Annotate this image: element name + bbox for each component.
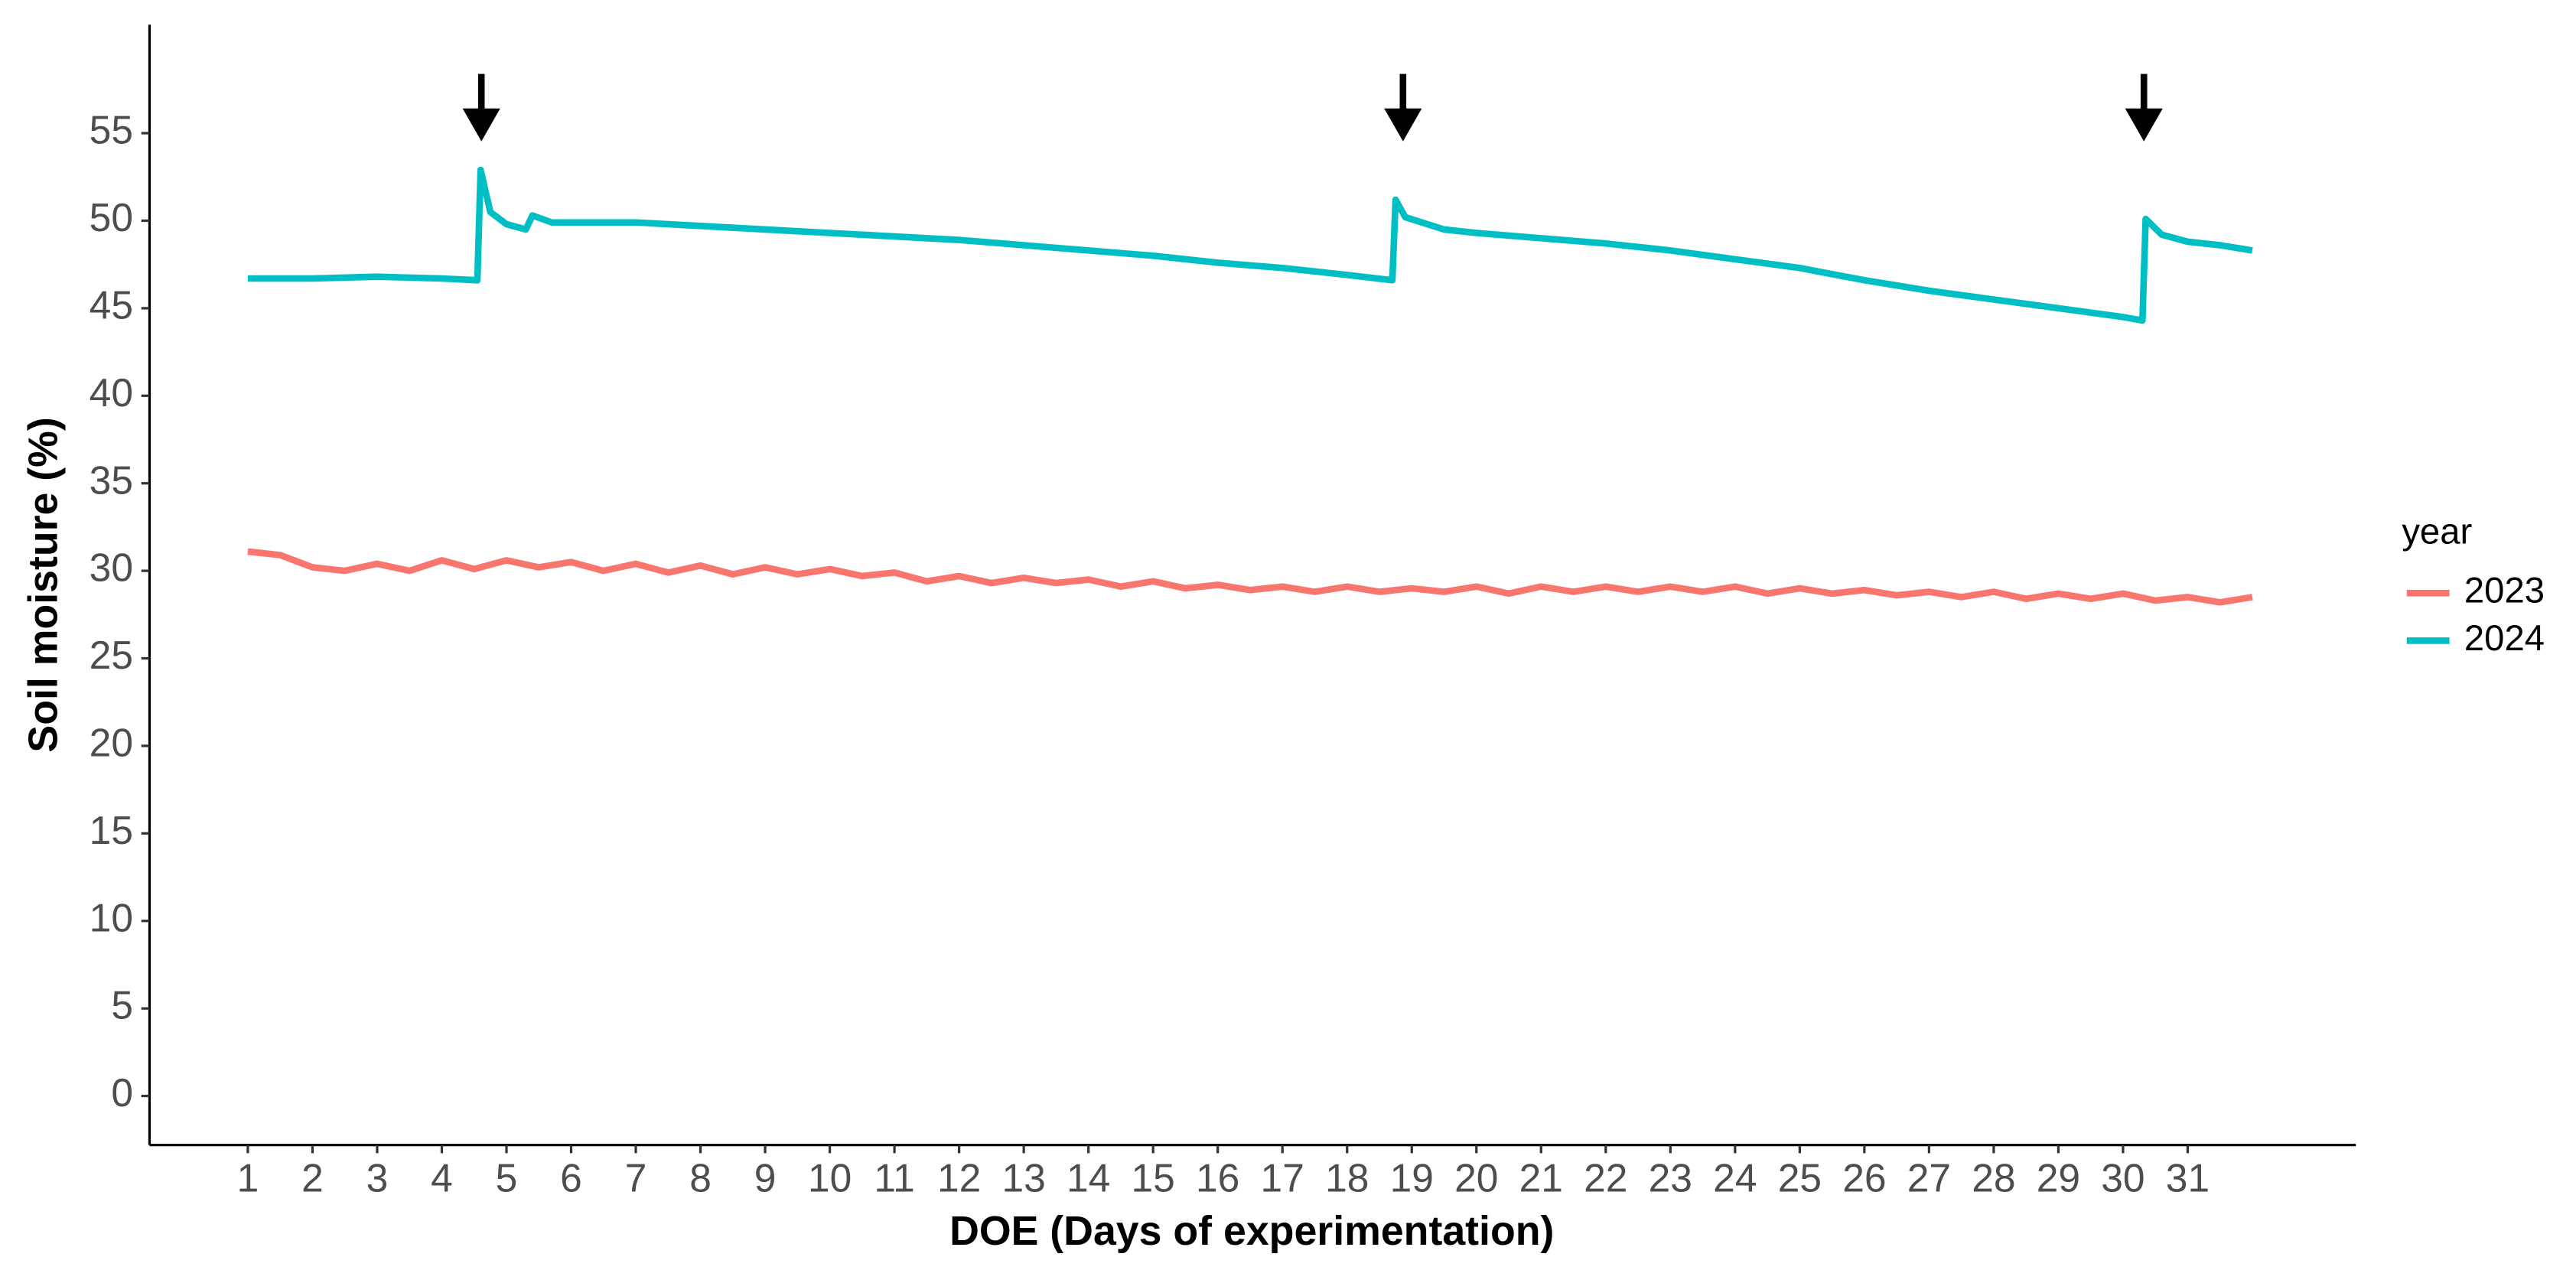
x-tick-label: 16 [1196, 1155, 1239, 1200]
legend-label: 2024 [2464, 618, 2545, 659]
y-tick-label: 25 [90, 633, 133, 677]
legend-label: 2023 [2464, 571, 2545, 611]
legend-title: year [2402, 511, 2472, 552]
x-tick-label: 1 [237, 1155, 259, 1200]
series-line [247, 548, 2253, 606]
x-tick-label: 2 [301, 1155, 324, 1200]
x-tick-label: 22 [1584, 1155, 1627, 1200]
y-tick-label: 30 [90, 545, 133, 590]
x-tick-label: 17 [1261, 1155, 1304, 1200]
y-tick-label: 5 [111, 983, 133, 1027]
x-tick-label: 13 [1001, 1155, 1045, 1200]
x-axis-title: DOE (Days of experimentation) [949, 1208, 1554, 1254]
x-tick-label: 23 [1649, 1155, 1692, 1200]
x-tick-label: 25 [1778, 1155, 1822, 1200]
irrigation-arrows [462, 73, 2163, 142]
y-tick-label: 55 [90, 108, 133, 152]
x-tick-label: 12 [937, 1155, 981, 1200]
x-tick-label: 7 [625, 1155, 647, 1200]
arrow-head [462, 108, 500, 142]
y-tick-label: 15 [90, 808, 133, 852]
x-tick-label: 31 [2166, 1155, 2210, 1200]
x-tick-label: 26 [1842, 1155, 1886, 1200]
x-tick-label: 29 [2037, 1155, 2080, 1200]
x-tick-label: 27 [1907, 1155, 1951, 1200]
x-tick-label: 19 [1390, 1155, 1434, 1200]
y-tick-label: 20 [90, 721, 133, 765]
y-axis-title: Soil moisture (%) [20, 417, 66, 752]
y-tick-label: 35 [90, 458, 133, 502]
arrow-head [1384, 108, 1422, 142]
x-tick-label: 18 [1325, 1155, 1369, 1200]
x-tick-label: 21 [1519, 1155, 1563, 1200]
x-tick-label: 28 [1972, 1155, 2015, 1200]
x-tick-label: 10 [808, 1155, 852, 1200]
x-tick-label: 15 [1132, 1155, 1175, 1200]
x-tick-label: 14 [1067, 1155, 1110, 1200]
y-tick-label: 45 [90, 283, 133, 327]
x-tick-label: 9 [754, 1155, 777, 1200]
y-tick-label: 0 [111, 1070, 133, 1115]
x-tick-label: 3 [366, 1155, 389, 1200]
arrow-head [2125, 108, 2163, 142]
x-tick-label: 11 [874, 1155, 914, 1200]
x-tick-label: 24 [1713, 1155, 1757, 1200]
x-tick-label: 6 [560, 1155, 582, 1200]
y-tick-label: 50 [90, 195, 133, 239]
x-tick-label: 8 [689, 1155, 712, 1200]
series-line [247, 166, 2253, 324]
y-tick-label: 10 [90, 895, 133, 939]
x-tick-label: 5 [496, 1155, 518, 1200]
x-tick-label: 20 [1454, 1155, 1498, 1200]
x-tick-label: 30 [2101, 1155, 2144, 1200]
y-tick-label: 40 [90, 370, 133, 415]
x-tick-label: 4 [431, 1155, 453, 1200]
